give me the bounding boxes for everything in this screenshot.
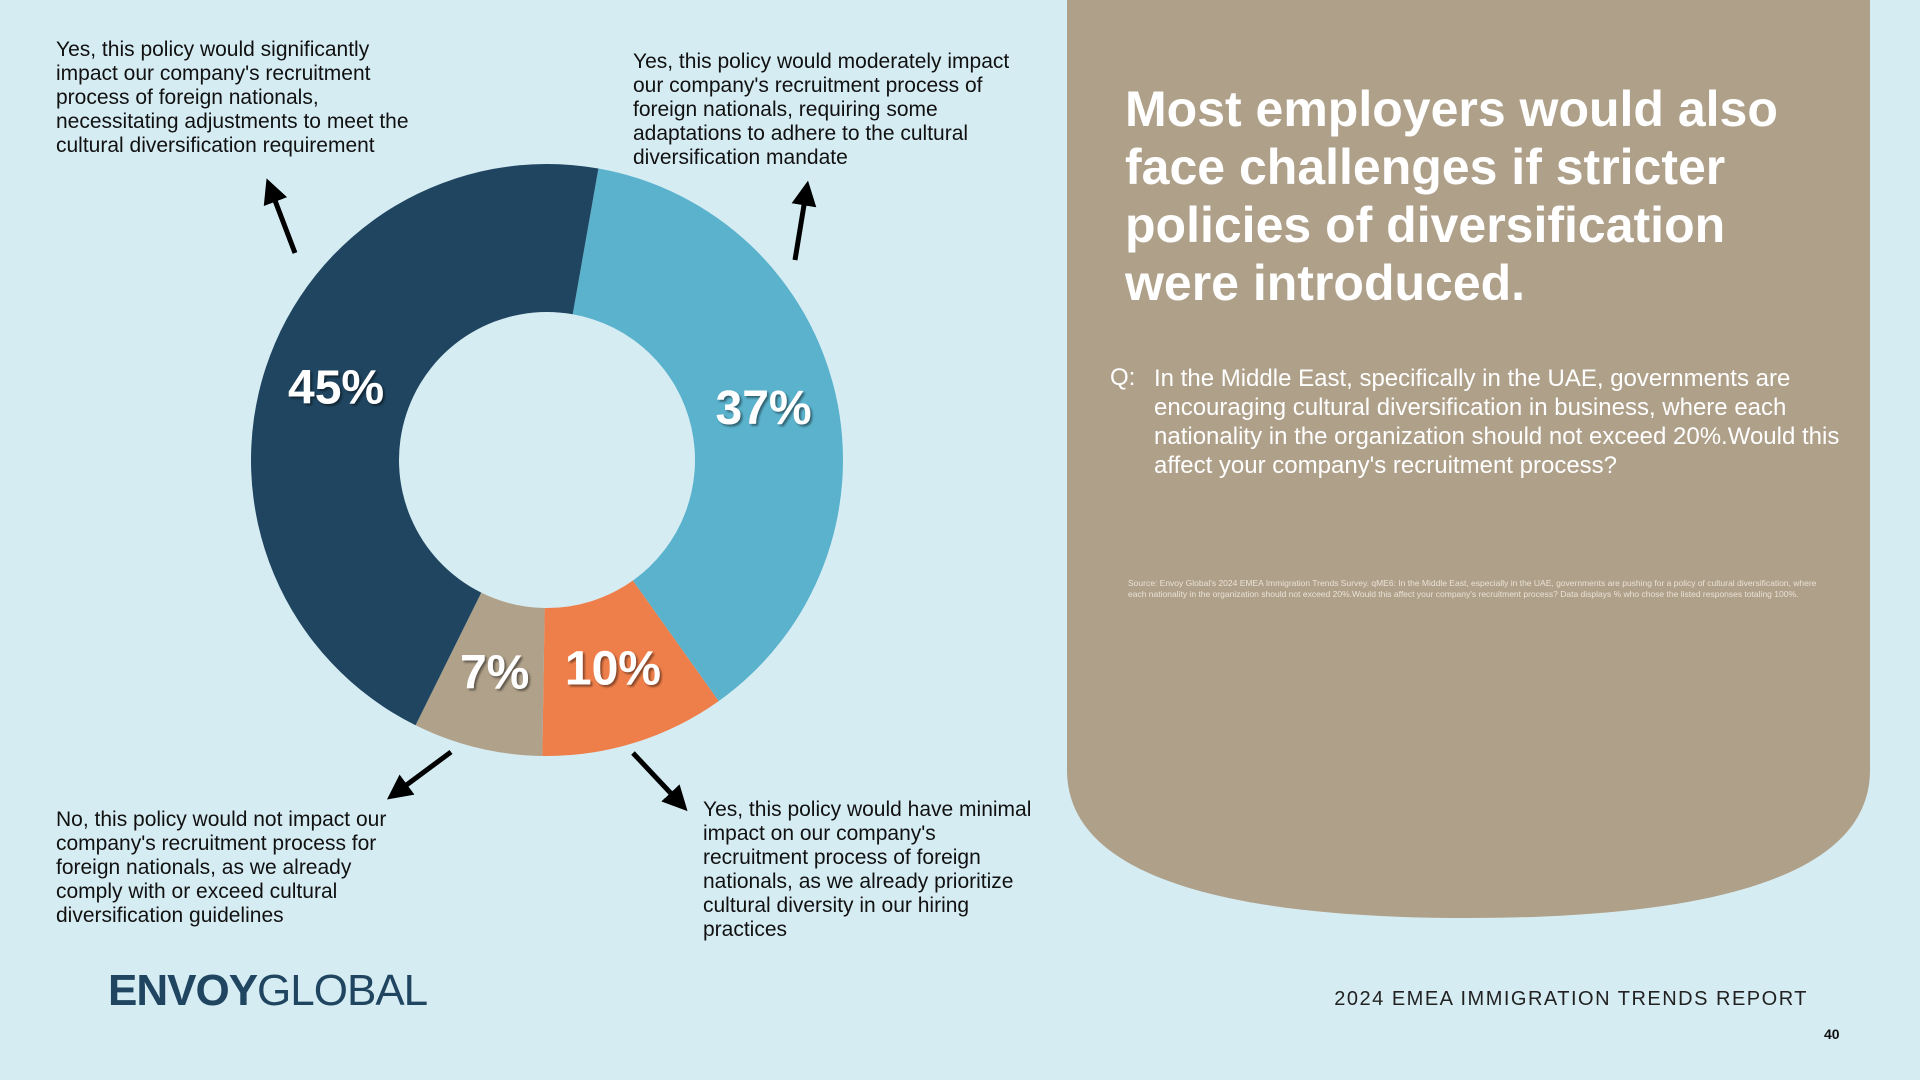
logo-bold: ENVOY [108,966,258,1015]
source-note: Source: Envoy Global's 2024 EMEA Immigra… [1128,578,1817,599]
category-label: Yes, this policy would moderately impact… [633,50,1010,169]
value-label: 7% [460,646,529,699]
donut [250,163,844,756]
category-label: Yes, this policy would have minimal impa… [703,798,1032,941]
arrow [386,749,453,800]
slice [250,163,599,726]
logo-light: GLOBAL [257,966,428,1015]
question: In the Middle East, specifically in the … [1154,365,1840,479]
slice [415,592,545,756]
arrow [791,180,817,261]
value-label: 10% [565,643,661,696]
report-title: 2024 EMEA IMMIGRATION TRENDS REPORT [1334,988,1808,1010]
question-marker: Q: [1110,364,1136,391]
category-label: No, this policy would not impact our com… [56,808,387,927]
category-label: Yes, this policy would significantly imp… [56,38,409,157]
value-label: 45% [288,361,384,414]
panel-background [1067,0,1870,918]
arrow [631,751,688,812]
slice [542,580,719,756]
page-number: 40 [1824,1026,1840,1042]
logo: ENVOYGLOBAL [108,966,428,1016]
headline: Most employers would also face challenge… [1125,81,1778,311]
arrow [263,178,298,254]
value-label: 37% [716,382,812,435]
slice [572,168,844,702]
